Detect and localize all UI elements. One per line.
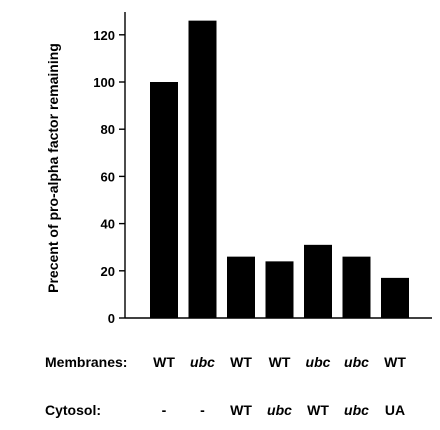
bar bbox=[381, 277, 409, 318]
bar bbox=[342, 256, 371, 318]
y-tick-label: 60 bbox=[101, 169, 115, 184]
y-tick-label: 100 bbox=[93, 75, 115, 90]
bar bbox=[150, 82, 178, 318]
bar bbox=[188, 20, 217, 318]
membranes-label: Membranes: bbox=[45, 354, 127, 370]
axes bbox=[124, 12, 432, 319]
y-tick-label: 120 bbox=[93, 28, 115, 43]
condition-label: - bbox=[200, 402, 205, 418]
condition-label: ubc bbox=[190, 354, 215, 370]
y-tick-label: 0 bbox=[108, 311, 115, 326]
condition-label: ubc bbox=[306, 354, 331, 370]
condition-label: ubc bbox=[344, 402, 369, 418]
condition-label: WT bbox=[230, 402, 252, 418]
bar bbox=[265, 261, 294, 318]
condition-label: UA bbox=[385, 402, 405, 418]
condition-label: ubc bbox=[344, 354, 369, 370]
y-tick-label: 40 bbox=[101, 217, 115, 232]
condition-label: WT bbox=[230, 354, 252, 370]
condition-label: WT bbox=[384, 354, 406, 370]
y-ticks: 0 20 40 60 80 100 120 bbox=[93, 28, 125, 326]
condition-label: WT bbox=[269, 354, 291, 370]
bar bbox=[227, 256, 255, 318]
condition-label: ubc bbox=[267, 402, 292, 418]
condition-label: WT bbox=[153, 354, 175, 370]
bar bbox=[304, 244, 332, 318]
condition-label: WT bbox=[307, 402, 329, 418]
y-axis-label: Precent of pro-alpha factor remaining bbox=[45, 43, 61, 293]
cytosol-label: Cytosol: bbox=[45, 402, 101, 418]
y-tick-label: 80 bbox=[101, 122, 115, 137]
y-tick-label: 20 bbox=[101, 264, 115, 279]
condition-label: - bbox=[162, 402, 167, 418]
bars bbox=[150, 20, 409, 318]
